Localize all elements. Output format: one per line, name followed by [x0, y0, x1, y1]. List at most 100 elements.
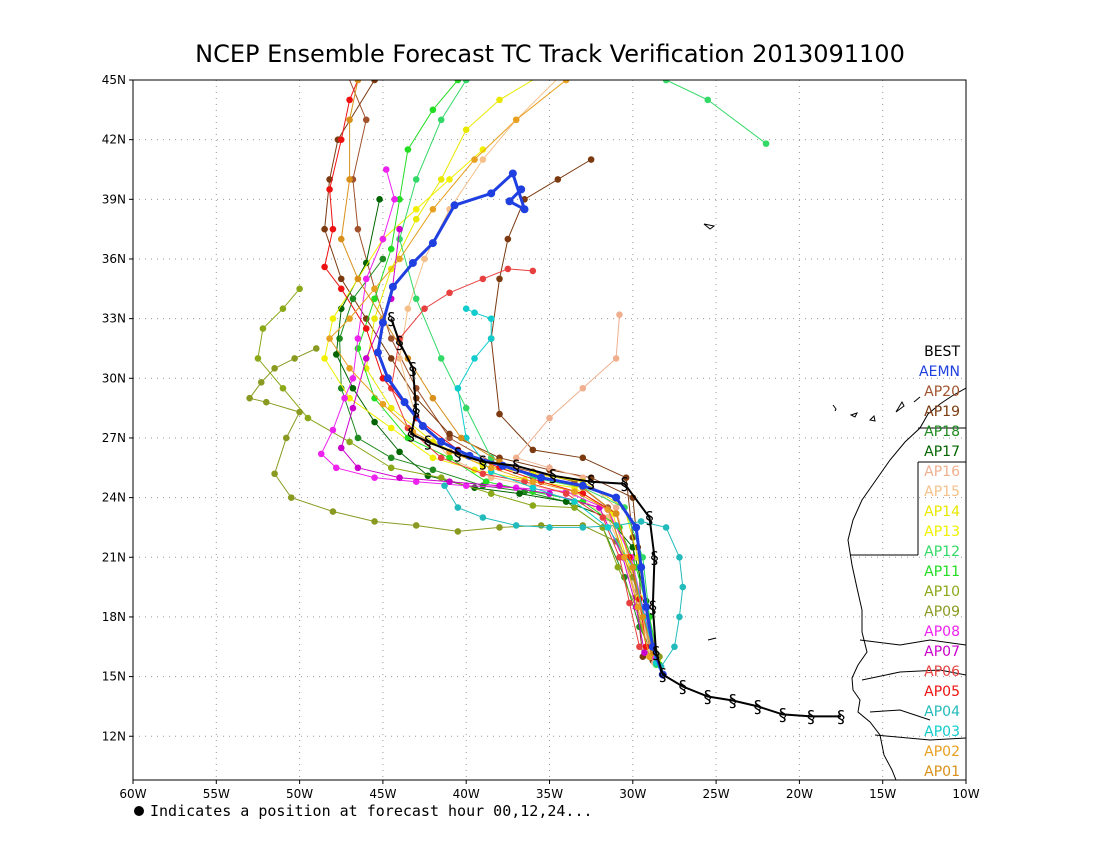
track-point — [337, 384, 345, 392]
x-tick-label: 60W — [119, 787, 146, 801]
track-point — [642, 602, 651, 611]
track-point — [354, 345, 362, 352]
track-point — [337, 235, 345, 243]
track-point — [634, 603, 642, 611]
track-point — [482, 478, 490, 486]
track-point — [471, 355, 478, 362]
track-point — [529, 502, 537, 509]
track-ap05 — [321, 80, 650, 651]
legend-item: AP19 — [924, 404, 960, 420]
track-point — [321, 355, 328, 362]
track-point — [462, 80, 470, 84]
track-point — [349, 374, 357, 382]
track-point — [383, 374, 392, 383]
border-line — [859, 639, 966, 741]
track-point — [546, 414, 553, 422]
track-point — [471, 309, 478, 316]
track-ap15 — [396, 80, 655, 661]
track-line — [320, 169, 655, 657]
track-point — [396, 235, 403, 243]
y-tick-label: 39N — [102, 192, 126, 206]
track-point — [354, 464, 362, 472]
track-point — [408, 258, 417, 267]
track-ap19b — [487, 156, 647, 661]
track-point — [429, 466, 437, 474]
track-point — [387, 245, 395, 253]
track-point — [471, 156, 478, 163]
track-point — [418, 422, 427, 431]
y-tick-label: 12N — [102, 729, 126, 743]
track-point — [479, 470, 487, 478]
legend-item: AP10 — [924, 584, 960, 600]
track-ap20 — [349, 80, 663, 668]
legend-item: AP07 — [924, 644, 960, 660]
track-point — [637, 518, 645, 525]
hurricane-symbol-icon: § — [407, 425, 416, 445]
track-point — [446, 289, 453, 297]
track-point — [637, 563, 646, 572]
track-point — [362, 355, 370, 362]
hurricane-symbol-icon: § — [587, 473, 596, 493]
track-point — [521, 478, 528, 486]
track-point — [562, 490, 570, 497]
y-tick-label: 27N — [102, 431, 126, 445]
legend-item: AP20 — [924, 384, 960, 400]
track-point — [396, 196, 403, 203]
track-point — [505, 197, 514, 206]
longitude-axis: 60W 55W 50W 45W 40W 35W 30W 25W 20W 15W 10W — [119, 780, 980, 801]
track-point — [371, 80, 378, 84]
track-point — [676, 613, 683, 621]
track-point — [512, 116, 520, 124]
track-point — [371, 285, 378, 293]
track-point — [612, 522, 620, 529]
track-point — [437, 474, 445, 482]
track-point — [259, 325, 267, 332]
track-point — [429, 394, 437, 402]
track-point — [454, 504, 462, 511]
track-point — [676, 553, 683, 561]
track-point — [762, 140, 770, 147]
track-point — [379, 255, 387, 263]
hurricane-symbol-icon: § — [650, 548, 659, 568]
border-line — [850, 427, 966, 556]
track-point — [554, 176, 562, 183]
track-point — [371, 418, 378, 426]
y-tick-label: 45N — [102, 73, 126, 87]
track-point — [512, 484, 520, 491]
track-point — [282, 434, 290, 442]
track-point — [537, 522, 545, 529]
track-point — [337, 444, 345, 452]
track-point — [412, 215, 420, 223]
track-point — [504, 265, 512, 273]
track-point — [304, 414, 312, 422]
track-point — [496, 96, 503, 104]
track-line — [390, 318, 841, 718]
hurricane-symbol-icon: § — [704, 687, 713, 707]
legend-item: AP05 — [924, 684, 960, 700]
track-ap02 — [326, 80, 653, 661]
y-tick-label: 33N — [102, 312, 126, 326]
x-tick-label: 30W — [619, 787, 646, 801]
track-point — [296, 408, 303, 416]
track-point — [362, 259, 370, 267]
hurricane-symbol-icon: § — [424, 433, 433, 453]
track-point — [512, 454, 520, 462]
track-point — [578, 481, 587, 490]
track-point — [317, 450, 325, 458]
track-ap19 — [321, 80, 657, 664]
legend-item: AP06 — [924, 664, 960, 680]
chart-title: NCEP Ensemble Forecast TC Track Verifica… — [195, 40, 905, 68]
y-tick-label: 21N — [102, 550, 126, 564]
y-tick-label: 24N — [102, 491, 126, 505]
track-point — [362, 365, 370, 372]
y-tick-label: 36N — [102, 252, 126, 266]
track-ap01 — [337, 80, 657, 657]
track-point — [396, 225, 403, 233]
track-point — [296, 285, 303, 293]
track-point — [291, 355, 298, 362]
track-point — [626, 599, 633, 607]
track-point — [421, 305, 428, 312]
track-point — [529, 478, 537, 486]
track-point — [354, 275, 362, 283]
track-point — [412, 478, 420, 486]
